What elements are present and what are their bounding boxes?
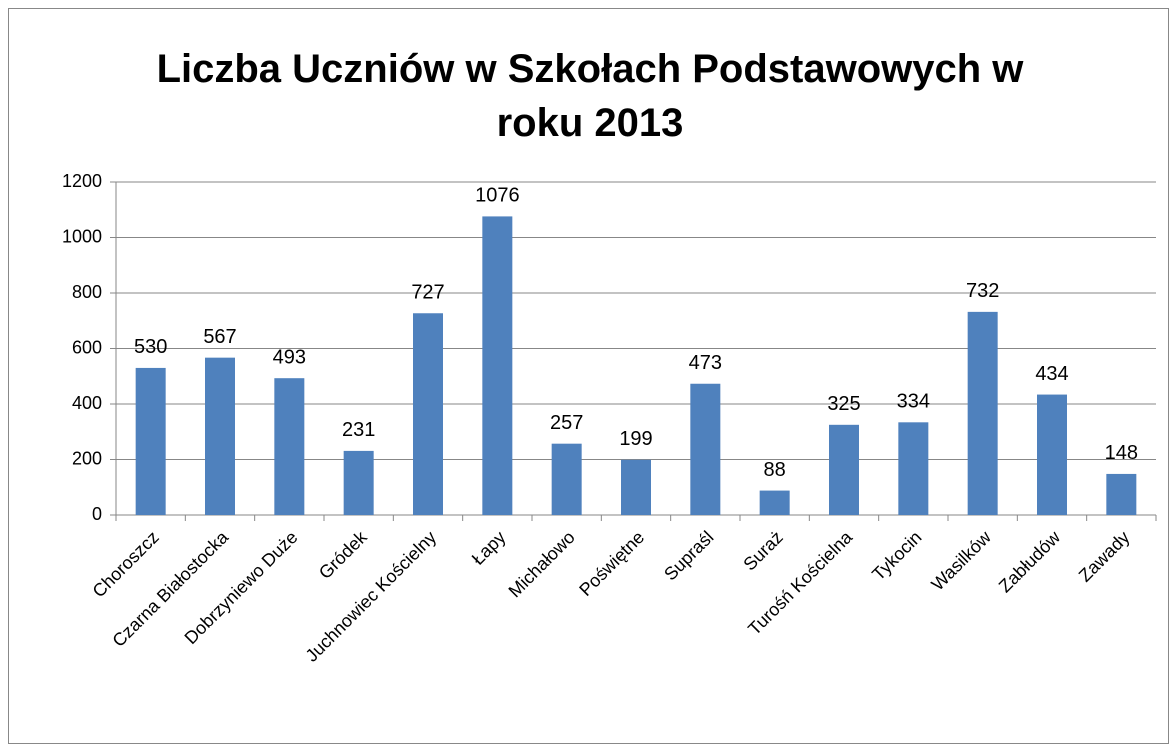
value-label: 325	[827, 393, 860, 415]
chart-border	[8, 8, 1169, 744]
x-tick-label: Łapy	[468, 527, 510, 569]
bar	[482, 216, 513, 515]
value-label: 231	[342, 419, 375, 441]
x-tick-label: Choroszcz	[89, 527, 163, 601]
value-label: 727	[411, 282, 444, 304]
y-tick-label: 1200	[62, 171, 102, 191]
bar	[1037, 394, 1067, 515]
bar	[829, 424, 859, 515]
x-tick-label: Zabłudów	[995, 526, 1065, 596]
value-label: 88	[764, 459, 786, 481]
y-tick-label: 400	[72, 393, 102, 413]
bar	[551, 443, 582, 515]
chart-title: Liczba Uczniów w Szkołach Podstawowych w…	[156, 47, 1024, 145]
y-tick-label: 0	[92, 504, 102, 524]
x-tick-label: Zawady	[1075, 527, 1134, 586]
bar	[413, 313, 443, 515]
y-tick-label: 800	[72, 282, 102, 302]
bar	[690, 383, 721, 515]
y-tick-label: 600	[72, 337, 102, 357]
value-label: 1076	[475, 185, 520, 207]
value-label: 567	[203, 326, 236, 348]
value-label: 334	[897, 391, 930, 413]
bar	[967, 311, 998, 515]
bar	[759, 490, 790, 515]
x-tick-label: Supraśl	[660, 527, 717, 584]
x-tick-label: Suraż	[739, 527, 786, 574]
value-label: 148	[1105, 442, 1138, 464]
bar	[343, 450, 374, 515]
x-tick-label: Poświętne	[575, 527, 648, 600]
bar	[205, 357, 235, 515]
x-tick-label: Michałowo	[505, 527, 579, 601]
value-label: 434	[1035, 363, 1068, 385]
bar	[135, 367, 166, 515]
x-tick-label: Gródek	[315, 526, 372, 583]
y-tick-label: 200	[72, 448, 102, 468]
bar	[898, 422, 929, 515]
value-label: 473	[689, 352, 722, 374]
x-tick-label: Czarna Białostocka	[108, 526, 232, 650]
bar	[1106, 473, 1137, 515]
value-label: 530	[134, 336, 167, 358]
value-label: 257	[550, 412, 583, 434]
value-label: 199	[619, 428, 652, 450]
bar	[621, 459, 651, 515]
x-tick-label: Juchnowiec Kościelny	[302, 527, 441, 666]
x-tick-label: Tykocin	[868, 527, 925, 584]
x-tick-label: Wasilków	[927, 526, 995, 594]
bar	[274, 378, 305, 515]
value-label: 493	[273, 346, 306, 368]
value-label: 732	[966, 280, 999, 302]
y-tick-label: 1000	[62, 226, 102, 246]
